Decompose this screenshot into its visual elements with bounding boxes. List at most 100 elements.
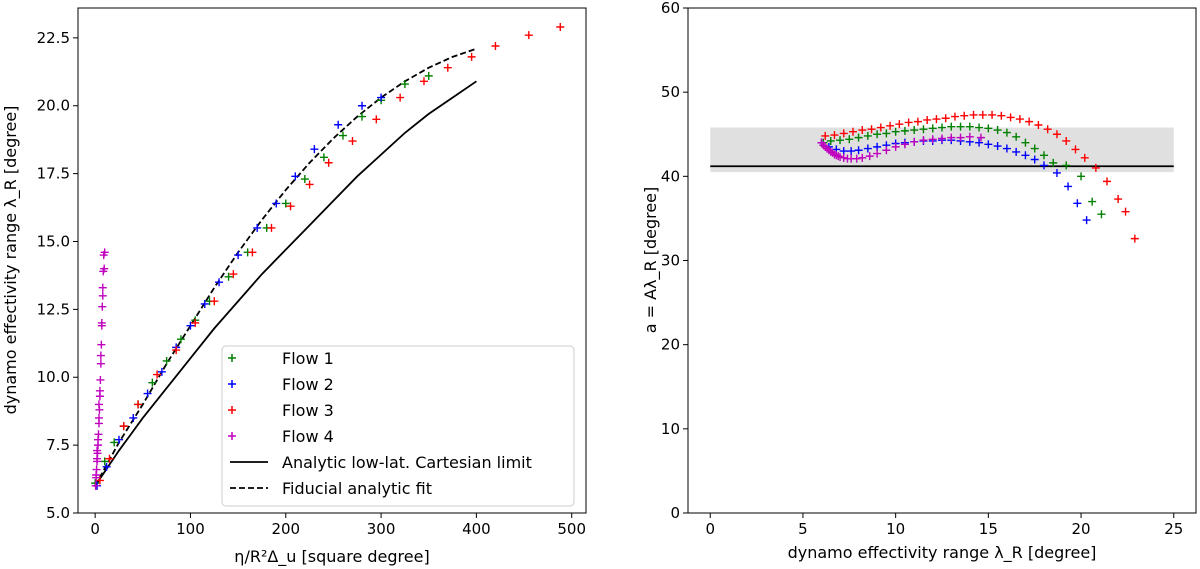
legend-flow-1: Flow 1 — [282, 349, 334, 368]
left-point-flow-4 — [92, 470, 101, 479]
right-point-flow-1 — [836, 136, 845, 145]
right-points — [817, 110, 1139, 243]
left-points — [91, 23, 565, 490]
right-point-flow-2 — [1052, 168, 1061, 177]
right-point-flow-2 — [873, 142, 882, 151]
left-point-flow-2 — [129, 413, 138, 422]
left-point-flow-3 — [172, 346, 181, 355]
left-point-flow-3 — [396, 93, 405, 102]
right-point-flow-4 — [882, 146, 891, 155]
left-point-flow-3 — [348, 137, 357, 146]
left-point-flow-2 — [200, 299, 209, 308]
right-point-flow-3 — [849, 127, 858, 136]
left-point-flow-4 — [100, 264, 109, 273]
left-x-tick-label: 100 — [176, 520, 205, 538]
right-point-flow-4 — [919, 136, 928, 145]
legend: Flow 1 Flow 2 Flow 3 Flow 4 Analytic low… — [221, 345, 575, 507]
right-x-tick-label: 5 — [798, 520, 808, 538]
right-point-flow-1 — [910, 126, 919, 135]
left-point-flow-1 — [400, 80, 409, 89]
right-plot: 0 5 10 15 20 25 0 10 20 30 40 50 60 dynamo effectiv… — [641, 0, 1197, 563]
left-point-flow-1 — [110, 438, 119, 447]
right-point-flow-4 — [852, 154, 861, 163]
right-point-flow-3 — [876, 123, 885, 132]
left-point-flow-1 — [300, 175, 309, 184]
left-point-flow-2 — [358, 101, 367, 110]
left-point-flow-4 — [96, 351, 105, 360]
left-point-flow-3 — [248, 248, 257, 257]
legend-marker-flow-2 — [228, 380, 236, 388]
right-point-flow-2 — [1012, 147, 1021, 156]
right-point-flow-3 — [1130, 234, 1139, 243]
right-point-flow-1 — [1012, 132, 1021, 141]
right-point-flow-3 — [932, 115, 941, 124]
left-x-ticks: 0 100 200 300 400 500 — [90, 513, 586, 538]
right-x-tick-label: 10 — [886, 520, 905, 538]
right-point-flow-4 — [956, 133, 965, 142]
left-point-flow-4 — [98, 302, 107, 311]
legend-marker-flow-1 — [228, 354, 236, 362]
legend-marker-flow-4 — [228, 432, 236, 440]
left-point-flow-4 — [97, 340, 106, 349]
right-point-flow-3 — [997, 111, 1006, 120]
left-point-flow-3 — [286, 202, 295, 211]
right-x-tick-label: 25 — [1164, 520, 1183, 538]
right-point-flow-2 — [984, 140, 993, 149]
right-point-flow-2 — [839, 147, 848, 156]
right-point-flow-1 — [975, 123, 984, 132]
left-point-flow-4 — [94, 413, 103, 422]
left-point-flow-3 — [443, 63, 452, 72]
right-point-flow-4 — [976, 133, 985, 142]
left-x-tick-label: 0 — [90, 520, 100, 538]
left-lines — [94, 47, 477, 487]
right-point-flow-3 — [941, 114, 950, 123]
right-y-ticks: 0 10 20 30 40 50 60 — [661, 0, 688, 522]
right-point-flow-1 — [1062, 161, 1071, 170]
left-point-flow-2 — [291, 172, 300, 181]
right-point-flow-1 — [882, 129, 891, 138]
right-point-flow-4 — [830, 150, 839, 159]
right-point-flow-3 — [1006, 113, 1015, 122]
right-y-tick-label: 40 — [661, 167, 680, 185]
right-point-flow-3 — [1025, 117, 1034, 126]
right-point-flow-1 — [938, 123, 946, 132]
right-point-flow-4 — [965, 132, 974, 141]
left-point-flow-1 — [224, 272, 233, 281]
right-point-flow-2 — [1082, 216, 1091, 225]
right-point-flow-1 — [956, 122, 965, 131]
right-x-tick-label: 15 — [979, 520, 998, 538]
right-point-flow-1 — [947, 122, 956, 131]
right-point-flow-1 — [1021, 138, 1030, 147]
right-point-flow-4 — [823, 144, 832, 153]
left-y-tick-label: 17.5 — [37, 165, 70, 183]
left-x-tick-label: 300 — [367, 520, 396, 538]
left-point-flow-2 — [253, 223, 262, 232]
right-point-flow-4 — [900, 140, 909, 149]
left-point-flow-3 — [267, 223, 276, 232]
right-point-flow-3 — [1071, 145, 1080, 154]
right-point-flow-3 — [1121, 207, 1130, 216]
right-point-flow-4 — [891, 142, 900, 151]
right-point-flow-2 — [863, 144, 872, 153]
left-point-flow-4 — [91, 481, 100, 490]
left-x-tick-label: 500 — [557, 520, 586, 538]
left-point-flow-4 — [94, 400, 103, 409]
left-point-flow-3 — [153, 370, 162, 379]
left-point-flow-4 — [96, 375, 105, 384]
right-y-tick-label: 10 — [661, 420, 680, 438]
left-point-flow-2 — [186, 321, 195, 330]
left-point-flow-1 — [281, 199, 290, 208]
right-point-flow-1 — [1030, 144, 1039, 153]
legend-flow-4: Flow 4 — [282, 427, 334, 446]
right-point-flow-3 — [978, 110, 987, 119]
right-point-flow-2 — [847, 147, 856, 156]
right-point-flow-3 — [960, 111, 969, 120]
left-point-flow-3 — [229, 270, 238, 279]
right-point-flow-3 — [913, 117, 922, 126]
right-y-tick-label: 30 — [661, 252, 680, 270]
left-x-axis-label: η/R²Δ_u [square degree] — [234, 547, 429, 567]
left-point-flow-4 — [98, 291, 107, 300]
right-point-flow-1 — [919, 125, 928, 134]
left-point-flow-3 — [324, 158, 333, 167]
right-point-flow-3 — [1080, 153, 1089, 162]
